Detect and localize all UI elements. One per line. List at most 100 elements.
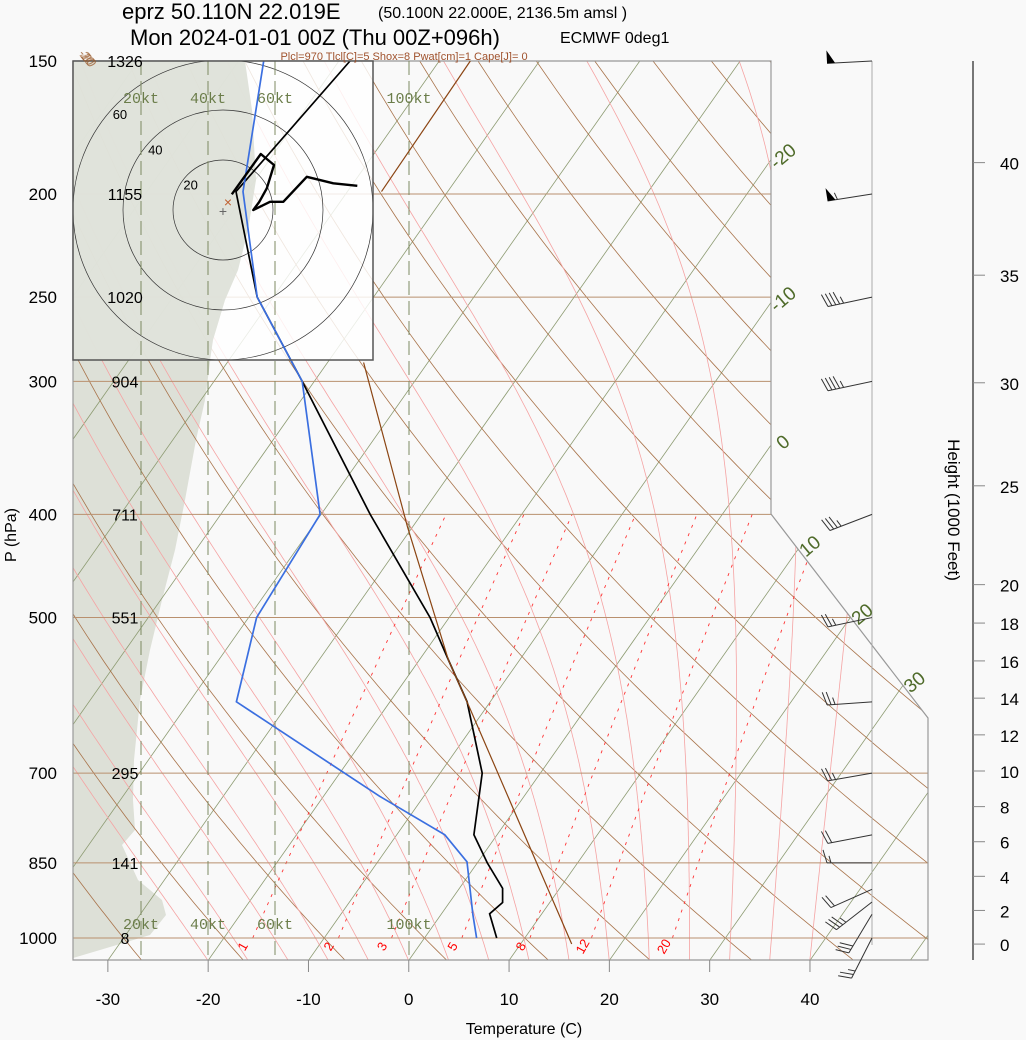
barb-full — [828, 919, 840, 928]
wind-barb — [821, 767, 873, 782]
indices-line: Plcl=970 Tlcl[C]=5 Shox=8 Pwat[cm]=1 Cap… — [280, 51, 527, 63]
x-tick-label: -20 — [196, 990, 221, 1009]
x-tick-label: 0 — [404, 990, 413, 1009]
barb-half — [839, 380, 845, 388]
barb-shaft — [830, 888, 873, 909]
height-tick-label: 40 — [1000, 155, 1019, 174]
x-tick-label: 10 — [500, 990, 519, 1009]
dry-adiabat-line — [73, 61, 244, 960]
geopotential-label: 1020 — [107, 290, 143, 307]
hodograph-origin-icon: + — [219, 203, 227, 219]
hodograph-ring-label: 40 — [148, 142, 162, 157]
hodograph-border — [72, 60, 374, 361]
title-time: Mon 2024-01-01 00Z (Thu 00Z+096h) — [130, 25, 500, 50]
hodograph: 20 40 60 +× — [73, 61, 373, 360]
overlay: 1 2 3 5 8 12 20204060+×20kt20kt40kt40kt60kt60k… — [19, 46, 1019, 1009]
barb-full — [825, 921, 837, 931]
barb-full — [838, 975, 852, 979]
title-grid-point: (50.100N 22.000E, 2136.5m amsl ) — [378, 5, 627, 22]
wind-speed-label-bottom: 60kt — [257, 917, 293, 934]
height-tick-label: 8 — [1000, 799, 1009, 818]
moist-adiabat-line — [73, 61, 409, 960]
barb-full — [824, 377, 833, 391]
barb-full — [821, 897, 832, 908]
height-tick-label: 6 — [1000, 834, 1009, 853]
isotherm-line — [73, 61, 540, 960]
x-axis-label: Temperature (C) — [466, 1021, 582, 1038]
barb-full — [824, 767, 833, 781]
barb-shaft — [827, 834, 873, 844]
barb-half — [847, 969, 856, 972]
geopotential-label: 551 — [112, 611, 139, 628]
hodograph-ring — [122, 109, 324, 311]
geopotential-label: 8 — [121, 931, 130, 948]
barb-full — [820, 294, 829, 307]
barb-half — [832, 697, 836, 705]
pressure-tick-label: 500 — [29, 609, 57, 628]
wind-barb — [820, 291, 873, 307]
moist-adiabat-line — [73, 61, 329, 960]
x-tick-label: 30 — [700, 990, 719, 1009]
barb-full — [824, 830, 833, 843]
mixing-ratio-label: 12 — [572, 936, 592, 956]
pressure-tick-label: 250 — [29, 288, 57, 307]
pressure-tick-label: 200 — [29, 185, 57, 204]
barb-full — [839, 942, 854, 947]
hodograph-ring — [172, 159, 274, 261]
pressure-tick-label: 1000 — [19, 929, 57, 948]
wind-speed-label-bottom: 100kt — [386, 917, 431, 934]
wind-barb — [821, 691, 873, 706]
isotherm-line — [207, 61, 841, 960]
barb-half — [831, 772, 837, 780]
barb-full — [828, 376, 837, 390]
height-axis-label: Height (1000 Feet) — [944, 439, 963, 581]
height-tick-label: 14 — [1000, 690, 1019, 709]
isotherm-line — [107, 61, 741, 960]
hodograph-trace — [230, 152, 358, 212]
height-tick-label: 18 — [1000, 615, 1019, 634]
barb-full — [822, 849, 828, 864]
wind-speed-label-bottom: 20kt — [123, 917, 159, 934]
isotherm-line — [709, 61, 928, 960]
geopotential-label: 141 — [112, 856, 139, 873]
height-tick-label: 25 — [1000, 478, 1019, 497]
moist-adiabat-line — [73, 61, 209, 960]
parcel-trace — [363, 362, 573, 945]
height-tick-label: 0 — [1000, 936, 1009, 955]
barb-full — [820, 831, 829, 844]
x-tick-label: -10 — [296, 990, 321, 1009]
wind-speed-label-top: 40kt — [190, 91, 226, 108]
wind-speed-label-top: 20kt — [123, 91, 159, 108]
barb-full — [821, 519, 831, 531]
barb-half — [836, 520, 842, 527]
wind-barb — [821, 888, 873, 909]
barb-half — [839, 917, 847, 923]
dry-adiabat-line — [73, 61, 143, 960]
pressure-tick-label: 300 — [29, 372, 57, 391]
height-tick-label: 35 — [1000, 267, 1019, 286]
parcel-trace-upper — [381, 60, 471, 192]
geopotential-label: 711 — [112, 507, 138, 524]
storm-motion-icon: × — [224, 194, 232, 210]
pressure-tick-label: 150 — [29, 52, 57, 71]
isotherm-line — [73, 61, 641, 960]
pressure-tick-label: 700 — [29, 764, 57, 783]
barb-full — [825, 691, 832, 705]
wind-barb — [822, 849, 872, 864]
barb-pennant — [825, 188, 836, 201]
geopotential-label: 1326 — [107, 54, 143, 71]
barb-half — [828, 855, 832, 864]
height-tick-label: 4 — [1000, 868, 1009, 887]
hodograph-shaded-region — [73, 61, 256, 360]
barb-full — [837, 945, 852, 950]
wind-barb — [820, 376, 873, 392]
barb-full — [821, 692, 828, 706]
barb-full — [821, 768, 829, 782]
height-tick-label: 10 — [1000, 763, 1019, 782]
height-tick-label: 16 — [1000, 653, 1019, 672]
height-tick-label: 12 — [1000, 727, 1019, 746]
x-tick-label: 40 — [801, 990, 820, 1009]
barb-half — [833, 192, 838, 200]
barb-full — [832, 291, 841, 305]
